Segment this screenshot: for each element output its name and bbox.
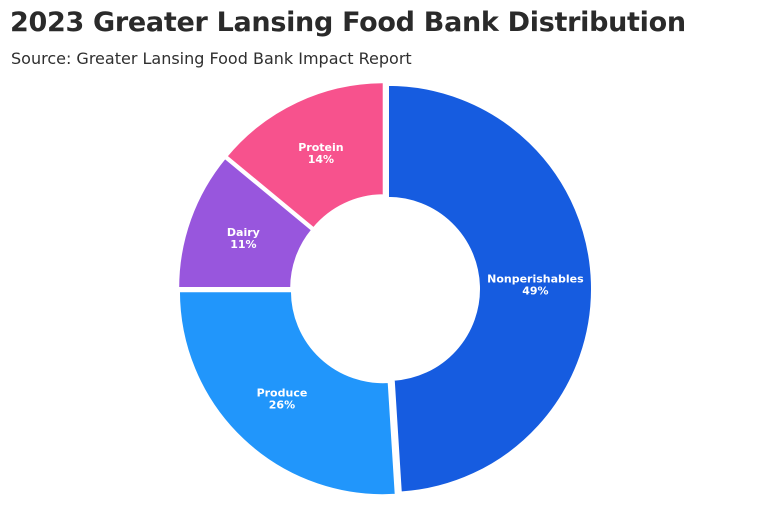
slice-nonperishables[interactable]	[387, 83, 593, 494]
slice-value-label-dairy: 11%	[230, 238, 256, 251]
slice-name-label-protein: Protein	[298, 141, 343, 154]
slice-protein[interactable]	[225, 81, 385, 230]
slice-name-label-produce: Produce	[257, 387, 308, 400]
slice-dairy[interactable]	[177, 156, 314, 289]
chart-title: 2023 Greater Lansing Food Bank Distribut…	[10, 7, 686, 38]
slice-name-label-nonperishables: Nonperishables	[487, 272, 584, 285]
slice-value-label-nonperishables: 49%	[522, 284, 548, 297]
chart-subtitle: Source: Greater Lansing Food Bank Impact…	[11, 49, 412, 68]
slice-value-label-protein: 14%	[308, 153, 334, 166]
slice-produce[interactable]	[177, 290, 397, 497]
slice-value-label-produce: 26%	[269, 399, 295, 412]
slice-name-label-dairy: Dairy	[227, 226, 260, 239]
